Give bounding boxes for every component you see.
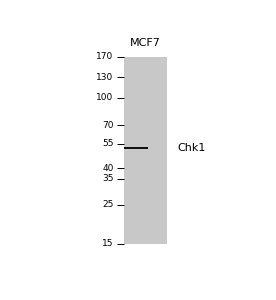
Text: 55: 55 [102,139,114,148]
Bar [124,57,167,244]
Text: 170: 170 [96,52,114,61]
Text: 100: 100 [96,93,114,102]
Bar [124,147,148,149]
Text: 70: 70 [102,121,114,130]
Text: 25: 25 [102,200,114,209]
Text: 15: 15 [102,239,114,248]
Text: Chk1: Chk1 [178,143,206,153]
Text: 40: 40 [102,164,114,173]
Text: 130: 130 [96,73,114,82]
Text: MCF7: MCF7 [130,38,161,47]
Text: 35: 35 [102,174,114,183]
